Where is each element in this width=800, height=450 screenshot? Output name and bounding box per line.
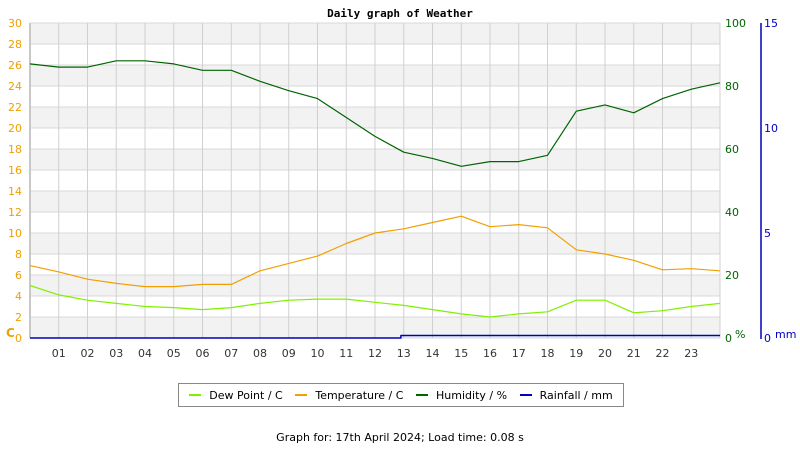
x-tick-label: 14: [426, 347, 440, 360]
legend-label: Dew Point / C: [209, 388, 283, 402]
x-tick-label: 08: [253, 347, 267, 360]
x-tick-label: 06: [196, 347, 210, 360]
series-line-dew: [29, 284, 721, 318]
x-tick-label: 12: [368, 347, 382, 360]
left-axis-unit: C: [6, 326, 15, 340]
x-tick-label: 04: [138, 347, 152, 360]
left-tick-label: 18: [8, 143, 22, 156]
humidity-swatch-icon: [416, 394, 429, 396]
x-tick-label: 23: [684, 347, 698, 360]
left-tick-label: 10: [8, 227, 22, 240]
left-tick-label: 26: [8, 59, 22, 72]
x-tick-label: 02: [81, 347, 95, 360]
x-tick-label: 10: [311, 347, 325, 360]
left-tick-label: 28: [8, 38, 22, 51]
left-tick-label: 22: [8, 101, 22, 114]
right-tick-label: 80: [725, 80, 739, 93]
x-tick-label: 16: [483, 347, 497, 360]
rain-tick-label: 0: [764, 332, 771, 345]
legend-item-temperature: Temperature / C: [295, 389, 403, 402]
x-tick-label: 18: [541, 347, 555, 360]
x-tick-label: 19: [569, 347, 583, 360]
x-tick-label: 17: [512, 347, 526, 360]
x-tick-label: 15: [454, 347, 468, 360]
data-series: [29, 60, 721, 339]
series-line-rainfall: [30, 334, 720, 339]
left-tick-label: 16: [8, 164, 22, 177]
left-tick-label: 6: [15, 269, 22, 282]
grid-lines: [29, 22, 721, 339]
legend-item-humidity: Humidity / %: [416, 389, 507, 402]
left-tick-label: 4: [15, 290, 22, 303]
legend-item-rainfall: Rainfall / mm: [519, 388, 613, 402]
legend-label: Humidity / %: [436, 388, 508, 402]
x-tick-label: 07: [224, 347, 238, 360]
temperature-swatch-icon: [295, 394, 308, 396]
x-tick-label: 03: [109, 347, 123, 360]
legend-label: Rainfall / mm: [539, 388, 613, 402]
legend-item-dew-point: Dew Point / C: [189, 388, 283, 402]
rainfall-swatch-icon: [519, 394, 532, 396]
left-tick-label: 14: [8, 185, 22, 198]
right-tick-label: 0: [725, 332, 732, 345]
x-tick-label: 20: [598, 347, 612, 360]
rain-tick-label: 10: [764, 122, 778, 135]
left-tick-label: 2: [15, 311, 22, 324]
x-tick-label: 01: [52, 347, 66, 360]
chart-title: Daily graph of Weather: [327, 7, 473, 20]
dew-point-swatch-icon: [189, 394, 202, 396]
x-tick-label: 13: [397, 347, 411, 360]
series-line-humidity: [29, 60, 721, 167]
x-tick-label: 09: [282, 347, 296, 360]
left-tick-label: 12: [8, 206, 22, 219]
chart-legend: Dew Point / C Temperature / C Humidity /…: [178, 383, 624, 407]
right-axis-humidity: 0 20 40 60 80 100: [725, 17, 746, 345]
x-tick-label: 22: [656, 347, 670, 360]
legend-label: Temperature / C: [315, 388, 404, 402]
left-tick-label: 24: [8, 80, 22, 93]
left-tick-label: 8: [15, 248, 22, 261]
right-tick-label: 100: [725, 17, 746, 30]
left-tick-label: 20: [8, 122, 22, 135]
left-tick-label: 0: [15, 332, 22, 345]
far-right-axis-unit: mm: [775, 328, 796, 341]
x-tick-label: 21: [627, 347, 641, 360]
far-right-axis-rainfall: 0 5 10 15: [760, 17, 778, 345]
x-axis-hours: 01 02 03 04 05 06 07 08 09 10 11 12 13 14 15 16 17 18 19 20…: [52, 347, 699, 360]
right-axis-unit: %: [735, 328, 745, 341]
right-tick-label: 40: [725, 206, 739, 219]
series-line-temperature: [29, 215, 721, 288]
right-tick-label: 60: [725, 143, 739, 156]
rain-tick-label: 5: [764, 227, 771, 240]
right-tick-label: 20: [725, 269, 739, 282]
left-tick-label: 30: [8, 17, 22, 30]
x-tick-label: 11: [339, 347, 353, 360]
x-tick-label: 05: [167, 347, 181, 360]
graph-footer: Graph for: 17th April 2024; Load time: 0…: [276, 431, 524, 444]
rain-tick-label: 15: [764, 17, 778, 30]
